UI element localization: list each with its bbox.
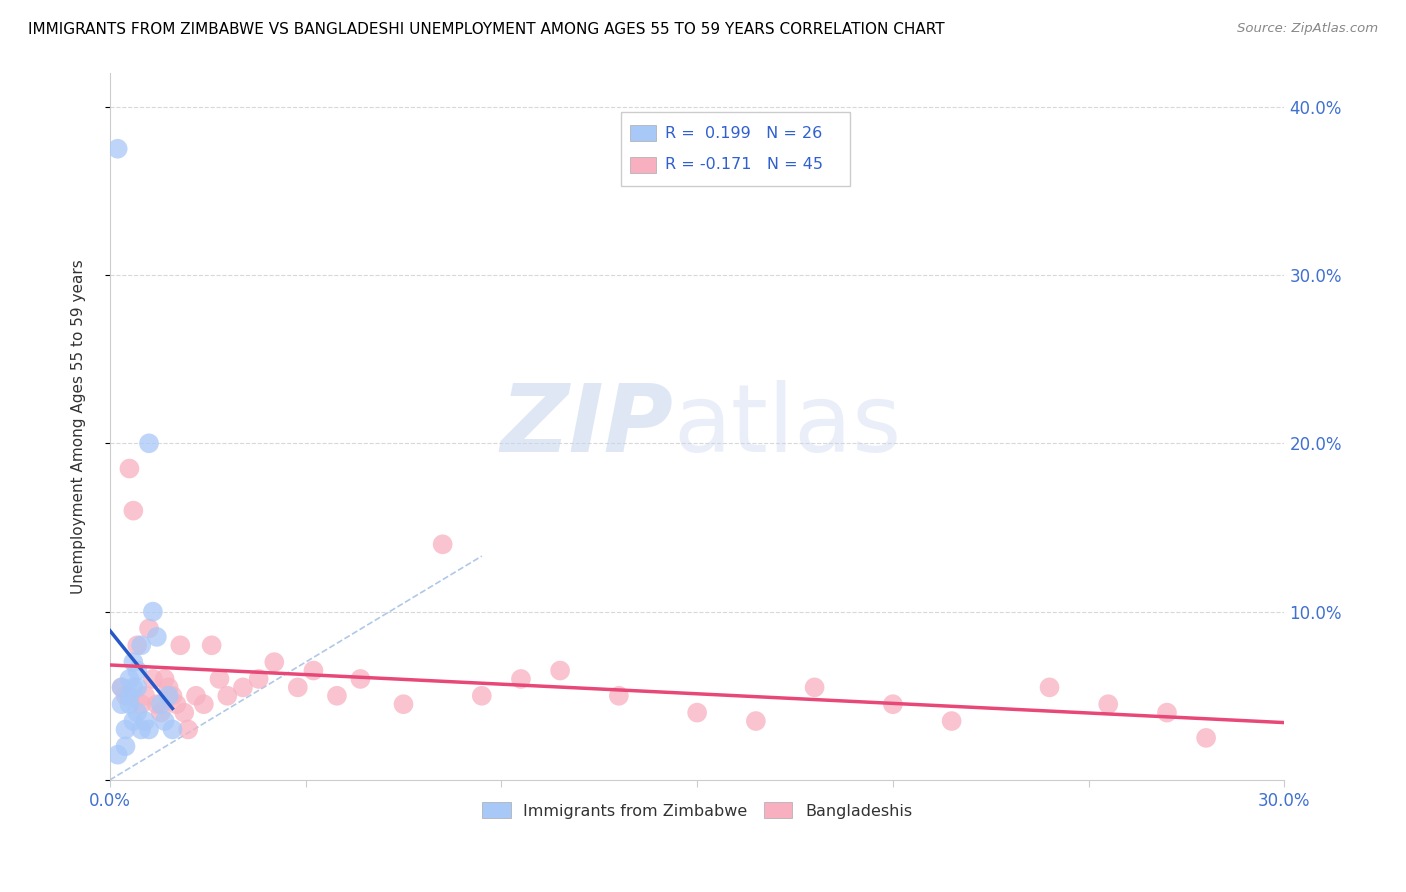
Point	[177, 723, 200, 737]
Point	[745, 714, 768, 728]
Point	[803, 681, 825, 695]
Point	[146, 630, 169, 644]
Point	[184, 689, 207, 703]
FancyBboxPatch shape	[621, 112, 849, 186]
Point	[127, 664, 149, 678]
Point	[129, 697, 152, 711]
Point	[232, 681, 254, 695]
Point	[302, 664, 325, 678]
Text: IMMIGRANTS FROM ZIMBABWE VS BANGLADESHI UNEMPLOYMENT AMONG AGES 55 TO 59 YEARS C: IMMIGRANTS FROM ZIMBABWE VS BANGLADESHI …	[28, 22, 945, 37]
Point	[1195, 731, 1218, 745]
Point	[169, 638, 191, 652]
Point	[941, 714, 963, 728]
Point	[1038, 681, 1060, 695]
Point	[247, 672, 270, 686]
Text: ZIP: ZIP	[501, 381, 673, 473]
Point	[118, 697, 141, 711]
Point	[165, 697, 187, 711]
Point	[138, 622, 160, 636]
Point	[162, 723, 184, 737]
Point	[114, 723, 136, 737]
Point	[193, 697, 215, 711]
Point	[114, 689, 136, 703]
Point	[217, 689, 239, 703]
Text: R =  0.199   N = 26: R = 0.199 N = 26	[665, 126, 823, 141]
Point	[471, 689, 494, 703]
Point	[157, 689, 180, 703]
Point	[134, 714, 156, 728]
Point	[146, 697, 169, 711]
Point	[686, 706, 709, 720]
Point	[107, 142, 129, 156]
Point	[122, 655, 145, 669]
Point	[127, 706, 149, 720]
Point	[107, 747, 129, 762]
Point	[510, 672, 533, 686]
Point	[208, 672, 231, 686]
Point	[1097, 697, 1119, 711]
Point	[882, 697, 904, 711]
Point	[149, 706, 172, 720]
Point	[162, 689, 184, 703]
Point	[122, 681, 145, 695]
Point	[138, 723, 160, 737]
FancyBboxPatch shape	[630, 157, 657, 173]
Point	[157, 681, 180, 695]
Point	[201, 638, 224, 652]
Point	[153, 672, 176, 686]
Point	[326, 689, 349, 703]
Point	[118, 672, 141, 686]
Point	[287, 681, 309, 695]
Point	[349, 672, 371, 686]
Point	[118, 689, 141, 703]
Point	[129, 723, 152, 737]
Text: atlas: atlas	[673, 381, 901, 473]
Point	[149, 697, 172, 711]
Point	[263, 655, 285, 669]
Point	[173, 706, 195, 720]
Text: Source: ZipAtlas.com: Source: ZipAtlas.com	[1237, 22, 1378, 36]
Point	[127, 638, 149, 652]
Point	[1156, 706, 1178, 720]
Text: R = -0.171   N = 45: R = -0.171 N = 45	[665, 157, 824, 172]
Point	[607, 689, 630, 703]
Point	[142, 605, 165, 619]
Point	[138, 436, 160, 450]
Point	[110, 681, 132, 695]
Point	[142, 672, 165, 686]
Point	[110, 697, 132, 711]
Y-axis label: Unemployment Among Ages 55 to 59 years: Unemployment Among Ages 55 to 59 years	[72, 259, 86, 594]
Legend: Immigrants from Zimbabwe, Bangladeshis: Immigrants from Zimbabwe, Bangladeshis	[475, 796, 918, 825]
Point	[432, 537, 454, 551]
Point	[127, 681, 149, 695]
Point	[548, 664, 571, 678]
Point	[114, 739, 136, 754]
Point	[122, 714, 145, 728]
Point	[118, 461, 141, 475]
Point	[129, 638, 152, 652]
Point	[122, 503, 145, 517]
Point	[110, 681, 132, 695]
Point	[392, 697, 415, 711]
Point	[134, 689, 156, 703]
FancyBboxPatch shape	[630, 125, 657, 141]
Point	[153, 714, 176, 728]
